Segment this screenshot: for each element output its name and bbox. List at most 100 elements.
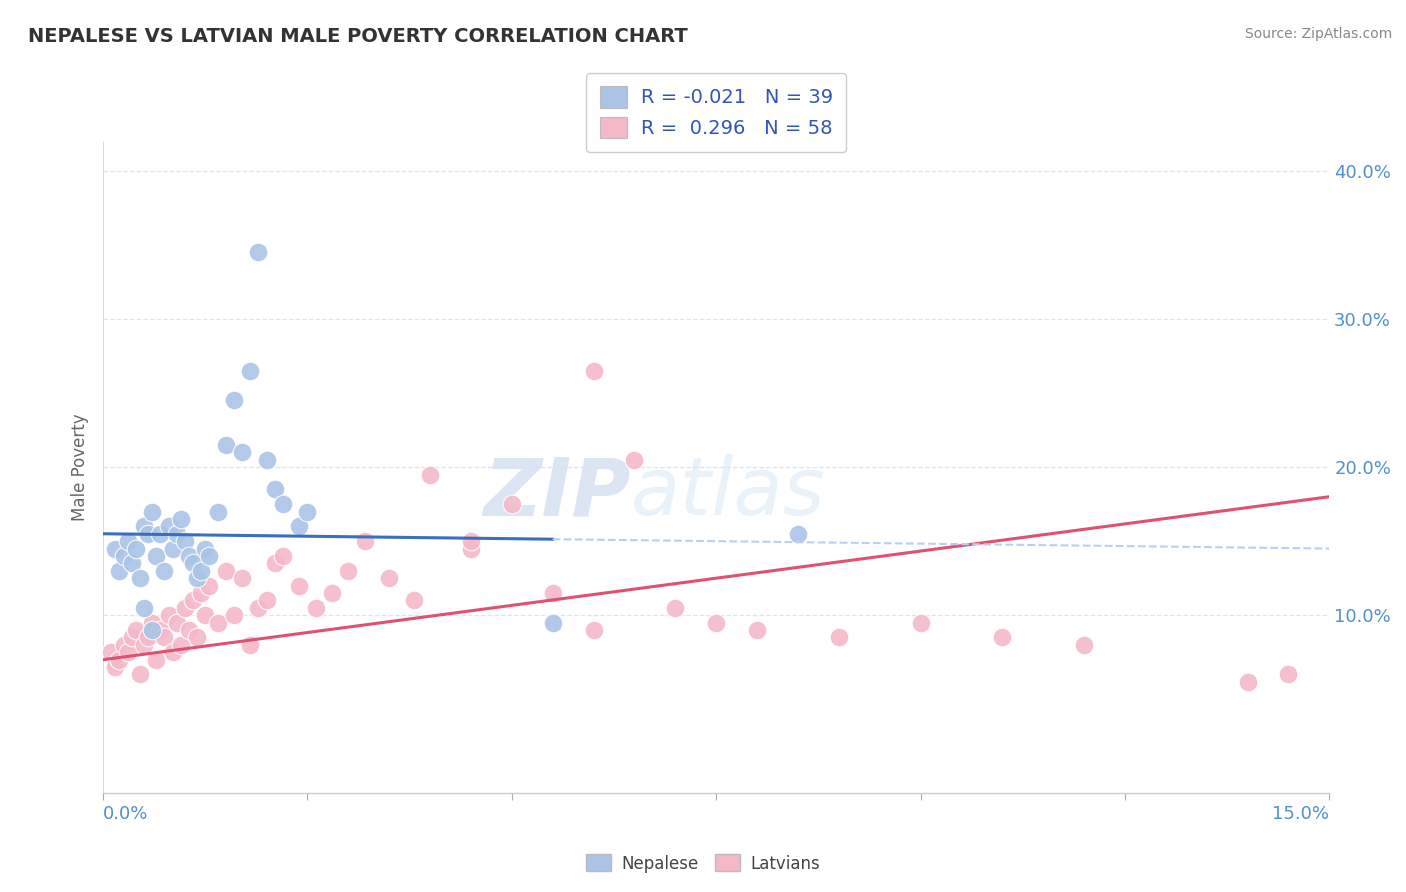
Point: [104, 541, 127, 556]
Point: [117, 534, 139, 549]
Point: [231, 445, 253, 459]
Point: [582, 623, 605, 637]
Point: [129, 571, 152, 585]
Point: [198, 549, 221, 563]
Y-axis label: Male Poverty: Male Poverty: [72, 413, 89, 521]
Point: [501, 497, 523, 511]
Point: [271, 497, 294, 511]
Point: [173, 600, 195, 615]
Point: [222, 393, 245, 408]
Point: [181, 593, 204, 607]
Point: [239, 638, 262, 652]
Point: [125, 541, 148, 556]
Point: [541, 586, 564, 600]
Point: [704, 615, 727, 630]
Point: [177, 549, 200, 563]
Point: [828, 631, 851, 645]
Point: [419, 467, 441, 482]
Point: [305, 600, 328, 615]
Point: [263, 557, 285, 571]
Point: [166, 615, 188, 630]
Point: [1073, 638, 1095, 652]
Point: [162, 541, 184, 556]
Point: [186, 571, 208, 585]
Point: [231, 571, 253, 585]
Point: [664, 600, 686, 615]
Point: [222, 608, 245, 623]
Point: [271, 549, 294, 563]
Text: Source: ZipAtlas.com: Source: ZipAtlas.com: [1244, 27, 1392, 41]
Point: [402, 593, 425, 607]
Point: [186, 631, 208, 645]
Point: [132, 600, 155, 615]
Point: [157, 519, 180, 533]
Point: [104, 660, 127, 674]
Point: [247, 245, 270, 260]
Point: [207, 504, 229, 518]
Point: [460, 534, 482, 549]
Point: [787, 526, 810, 541]
Text: atlas: atlas: [630, 454, 825, 533]
Point: [108, 653, 131, 667]
Point: [215, 564, 238, 578]
Point: [297, 504, 319, 518]
Point: [194, 608, 217, 623]
Point: [623, 452, 645, 467]
Point: [166, 526, 188, 541]
Point: [378, 571, 401, 585]
Point: [181, 557, 204, 571]
Legend: R = -0.021   N = 39, R =  0.296   N = 58: R = -0.021 N = 39, R = 0.296 N = 58: [586, 73, 846, 152]
Point: [256, 593, 278, 607]
Point: [136, 631, 159, 645]
Point: [541, 615, 564, 630]
Text: 0.0%: 0.0%: [103, 805, 149, 822]
Point: [460, 541, 482, 556]
Point: [321, 586, 343, 600]
Point: [207, 615, 229, 630]
Point: [256, 452, 278, 467]
Point: [149, 526, 172, 541]
Point: [582, 364, 605, 378]
Point: [247, 600, 270, 615]
Legend: Nepalese, Latvians: Nepalese, Latvians: [579, 847, 827, 880]
Point: [190, 564, 212, 578]
Point: [194, 541, 217, 556]
Point: [149, 623, 172, 637]
Point: [157, 608, 180, 623]
Point: [173, 534, 195, 549]
Point: [125, 623, 148, 637]
Point: [288, 579, 311, 593]
Point: [337, 564, 360, 578]
Point: [1277, 667, 1299, 681]
Point: [162, 645, 184, 659]
Point: [141, 504, 163, 518]
Point: [215, 438, 238, 452]
Text: NEPALESE VS LATVIAN MALE POVERTY CORRELATION CHART: NEPALESE VS LATVIAN MALE POVERTY CORRELA…: [28, 27, 688, 45]
Point: [145, 653, 167, 667]
Point: [100, 645, 122, 659]
Point: [112, 549, 135, 563]
Point: [288, 519, 311, 533]
Point: [132, 519, 155, 533]
Point: [153, 564, 176, 578]
Point: [136, 526, 159, 541]
Point: [141, 623, 163, 637]
Point: [239, 364, 262, 378]
Point: [263, 483, 285, 497]
Point: [170, 512, 193, 526]
Point: [745, 623, 768, 637]
Point: [117, 645, 139, 659]
Point: [153, 631, 176, 645]
Point: [190, 586, 212, 600]
Point: [991, 631, 1014, 645]
Point: [170, 638, 193, 652]
Point: [121, 631, 143, 645]
Point: [353, 534, 375, 549]
Point: [145, 549, 167, 563]
Text: ZIP: ZIP: [484, 454, 630, 533]
Text: 15.0%: 15.0%: [1272, 805, 1329, 822]
Point: [121, 557, 143, 571]
Point: [177, 623, 200, 637]
Point: [129, 667, 152, 681]
Point: [1236, 674, 1258, 689]
